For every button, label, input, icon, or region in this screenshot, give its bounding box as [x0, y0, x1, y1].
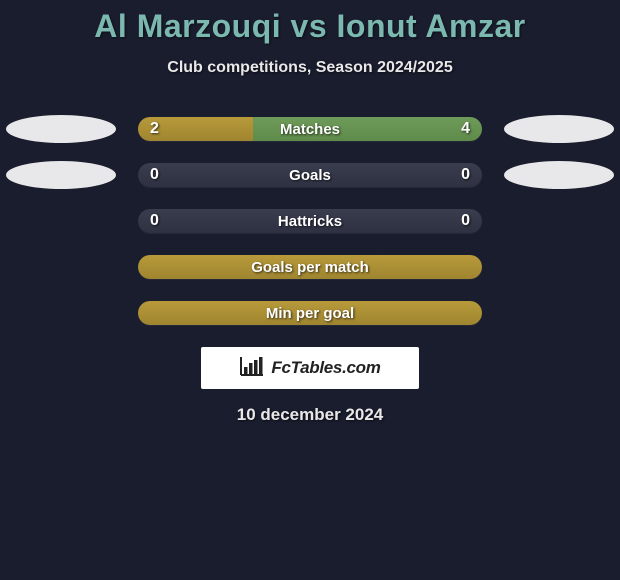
bar-fill-right	[253, 117, 482, 141]
stats-container: 24Matches 00Goals 00Hattricks Goals per mat…	[0, 117, 620, 325]
stat-bar-track: Min per goal	[138, 301, 482, 325]
player-ellipse-right	[504, 161, 614, 189]
branding-text: FcTables.com	[271, 358, 380, 378]
stat-bar-track: 00Hattricks	[138, 209, 482, 233]
bar-fill-left	[138, 117, 253, 141]
bar-fill-full	[138, 255, 482, 279]
bar-fill-neutral	[138, 163, 482, 187]
stat-row: 00Goals	[0, 163, 620, 187]
stat-row: Goals per match	[0, 255, 620, 279]
stat-row: 24Matches	[0, 117, 620, 141]
player-ellipse-left	[6, 115, 116, 143]
bar-fill-full	[138, 301, 482, 325]
subtitle: Club competitions, Season 2024/2025	[0, 59, 620, 77]
player-ellipse-left	[6, 161, 116, 189]
stat-row: Min per goal	[0, 301, 620, 325]
page-title: Al Marzouqi vs Ionut Amzar	[0, 0, 620, 45]
stat-bar-track: Goals per match	[138, 255, 482, 279]
bar-chart-icon	[239, 355, 265, 382]
date-line: 10 december 2024	[0, 405, 620, 425]
stat-bar-track: 00Goals	[138, 163, 482, 187]
stat-bar-track: 24Matches	[138, 117, 482, 141]
branding-box: FcTables.com	[201, 347, 419, 389]
bar-fill-neutral	[138, 209, 482, 233]
player-ellipse-right	[504, 115, 614, 143]
stat-row: 00Hattricks	[0, 209, 620, 233]
